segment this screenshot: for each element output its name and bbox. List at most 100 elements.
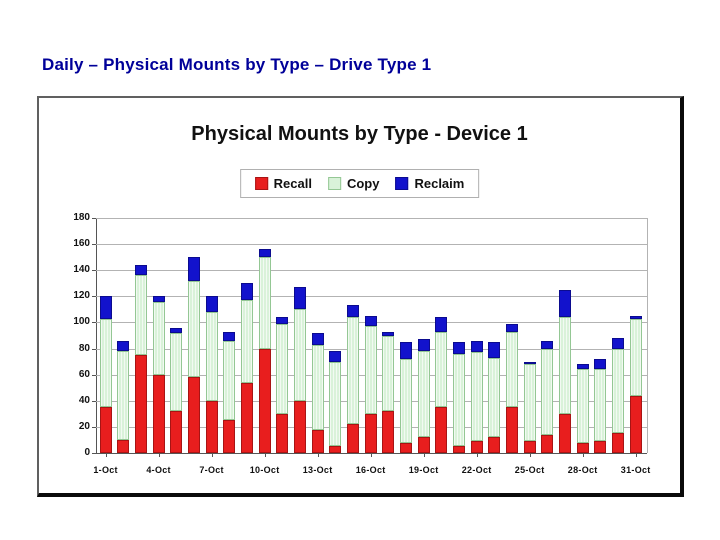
legend-item-reclaim: Reclaim: [395, 176, 464, 191]
bar-segment-copy: [470, 352, 483, 442]
bar-segment-reclaim: [205, 296, 218, 312]
x-axis-tick: [105, 453, 107, 457]
recall-swatch-icon: [254, 177, 268, 190]
bar-segment-reclaim: [576, 364, 589, 370]
bar-segment-recall: [258, 348, 271, 453]
bar-segment-copy: [117, 351, 130, 440]
y-axis-label: 80: [78, 342, 90, 354]
y-axis-label: 60: [78, 368, 90, 380]
bar-segment-copy: [276, 323, 289, 414]
legend-item-copy: Copy: [327, 176, 379, 191]
x-axis-label: 28-Oct: [567, 465, 598, 475]
bar-segment-reclaim: [346, 305, 359, 318]
y-axis-label: 160: [73, 238, 90, 250]
bar-segment-copy: [205, 312, 218, 401]
bar-segment-recall: [346, 424, 359, 453]
y-axis-tick: [92, 374, 96, 376]
gridline: [96, 270, 647, 272]
bar-segment-reclaim: [541, 340, 554, 349]
x-axis-label: 13-Oct: [302, 465, 333, 475]
bar-segment-reclaim: [399, 342, 412, 359]
bar-segment-copy: [329, 361, 342, 447]
legend-item-recall: Recall: [254, 176, 312, 191]
bar-segment-recall: [293, 400, 306, 453]
bar-segment-copy: [576, 369, 589, 443]
bar-segment-reclaim: [276, 317, 289, 324]
y-axis-label: 140: [73, 264, 90, 276]
x-axis-tick: [158, 453, 160, 457]
bar-segment-recall: [205, 400, 218, 453]
bar-segment-reclaim: [559, 289, 572, 318]
bar-segment-copy: [506, 331, 518, 408]
y-axis-label: 100: [73, 316, 90, 328]
bar-segment-copy: [417, 351, 430, 438]
y-axis-label: 20: [78, 420, 90, 432]
bar-segment-copy: [629, 318, 642, 396]
bar-segment-copy: [346, 317, 359, 425]
bar-segment-reclaim: [293, 287, 306, 310]
gridline: [96, 218, 647, 219]
bar-segment-reclaim: [629, 315, 642, 319]
bar-segment-copy: [559, 317, 572, 414]
x-axis-label: 22-Oct: [461, 465, 492, 475]
bar-segment-recall: [117, 439, 130, 453]
x-axis-tick: [370, 453, 372, 457]
bar-segment-recall: [629, 395, 642, 453]
x-axis-label: 10-Oct: [249, 465, 280, 475]
bar-segment-recall: [506, 407, 518, 453]
bar-segment-reclaim: [594, 359, 607, 370]
bar-segment-recall: [541, 434, 554, 453]
y-axis-line: [96, 218, 97, 453]
chart-frame: Physical Mounts by Type - Device 1 Recal…: [37, 96, 684, 497]
y-axis-tick: [92, 218, 96, 219]
y-axis-tick: [92, 453, 96, 454]
bar-segment-reclaim: [453, 342, 465, 354]
bar-segment-copy: [382, 335, 395, 412]
bar-segment-reclaim: [364, 315, 377, 327]
y-axis-tick: [92, 400, 96, 402]
bar-segment-copy: [99, 318, 112, 408]
bar-segment-copy: [293, 309, 306, 401]
bar-segment-reclaim: [134, 265, 147, 276]
bar-segment-copy: [134, 275, 147, 356]
x-axis-label: 16-Oct: [355, 465, 386, 475]
bar-segment-reclaim: [612, 338, 625, 349]
bar-segment-recall: [453, 446, 465, 453]
bar-segment-recall: [311, 429, 324, 453]
x-axis-tick: [264, 453, 266, 457]
bar-segment-recall: [488, 437, 501, 453]
bar-segment-recall: [99, 407, 112, 453]
x-axis-tick: [211, 453, 213, 457]
bar-segment-reclaim: [152, 296, 165, 302]
bar-segment-copy: [488, 357, 501, 438]
bar-segment-recall: [435, 407, 448, 453]
bar-segment-reclaim: [187, 257, 200, 281]
bar-segment-reclaim: [223, 331, 236, 341]
legend-label: Recall: [273, 176, 312, 191]
bar-segment-reclaim: [488, 342, 501, 358]
x-axis-tick: [317, 453, 319, 457]
y-axis-tick: [92, 296, 96, 298]
bar-segment-recall: [594, 441, 607, 453]
bar-segment-recall: [187, 377, 200, 453]
plot-area: 0 20 40 60 80 100 120 140 160 180 1-Oct 4-Oct 7-Oct 1…: [73, 213, 650, 476]
bar-segment-copy: [187, 280, 200, 378]
bar-segment-reclaim: [470, 340, 483, 353]
gridline: [96, 244, 647, 246]
x-axis-label: 31-Oct: [620, 465, 651, 475]
x-axis-label: 25-Oct: [514, 465, 545, 475]
bar-segment-recall: [399, 442, 412, 453]
y-axis-tick: [92, 426, 96, 428]
bar-segment-reclaim: [99, 296, 112, 319]
bar-segment-recall: [612, 433, 625, 453]
y-axis-tick: [92, 348, 96, 350]
bar-segment-recall: [576, 442, 589, 453]
bar-segment-reclaim: [258, 249, 271, 258]
bar-segment-reclaim: [435, 317, 448, 332]
y-axis-tick: [92, 244, 96, 246]
bar-segment-reclaim: [311, 332, 324, 345]
chart-title: Physical Mounts by Type - Device 1: [191, 123, 528, 145]
bar-segment-recall: [417, 437, 430, 453]
bar-segment-copy: [612, 348, 625, 434]
